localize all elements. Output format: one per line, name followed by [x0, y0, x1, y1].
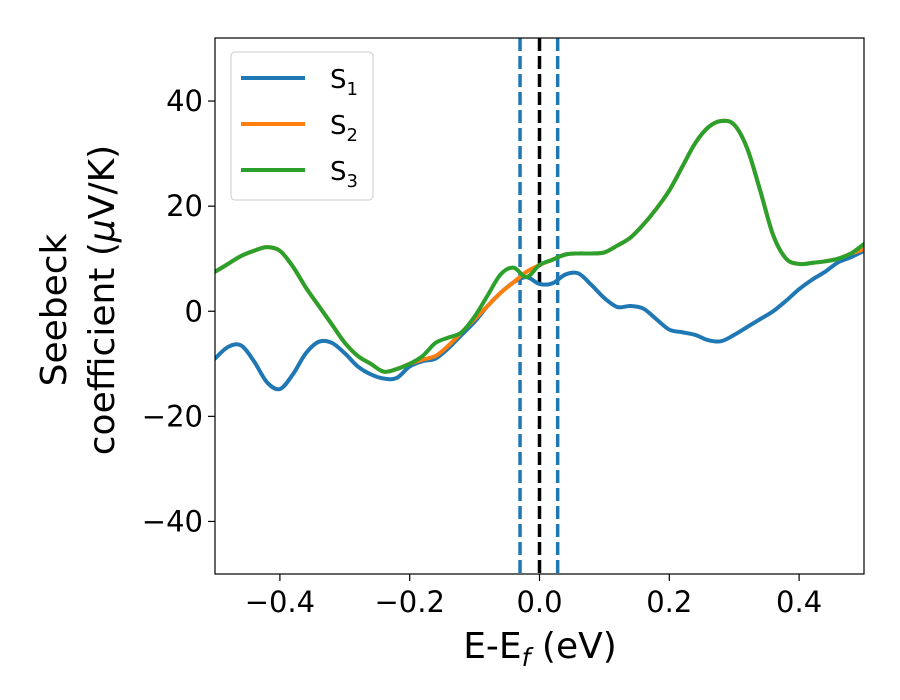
legend-label: S2	[330, 111, 358, 146]
series-lines	[215, 118, 864, 392]
y-axis-label-suffix: V/K)	[82, 145, 123, 219]
legend-label: S1	[330, 65, 358, 100]
reference-lines	[518, 38, 560, 574]
y-axis-label-prefix: coefficient (	[82, 242, 123, 455]
x-tick-label: 0.2	[646, 585, 692, 619]
legend-label-main: S	[330, 65, 347, 95]
y-axis-label-line1: Seebeck	[34, 233, 75, 386]
series-line-s3	[215, 118, 864, 374]
x-axis-ticks: −0.4 −0.2 0.0 0.2 0.4	[245, 574, 822, 619]
series-line-s1	[215, 248, 864, 392]
x-tick-label: −0.4	[245, 585, 315, 619]
x-axis-label-main: E-E	[463, 626, 521, 667]
legend-label-sub: 1	[347, 79, 358, 100]
y-axis-label-mu: μ	[82, 219, 123, 243]
y-tick-label: −40	[142, 504, 203, 538]
legend-label-sub: 3	[347, 171, 358, 192]
y-tick-label: 40	[166, 84, 203, 118]
y-tick-label: 0	[185, 294, 203, 328]
legend-label-main: S	[330, 111, 347, 141]
x-axis-label-rest: (eV)	[530, 626, 616, 667]
y-axis-label: Seebeck coefficient (μV/K)	[34, 145, 123, 455]
y-axis-ticks: −40 −20 0 20 40	[142, 84, 215, 538]
y-tick-label: −20	[142, 399, 203, 433]
x-tick-label: −0.2	[374, 585, 444, 619]
legend-label: S3	[330, 157, 358, 192]
y-tick-label: 20	[166, 189, 203, 223]
x-tick-label: 0.4	[776, 585, 822, 619]
legend-label-sub: 2	[347, 125, 358, 146]
y-axis-label-line2: coefficient (μV/K)	[82, 145, 123, 455]
x-tick-label: 0.0	[516, 585, 562, 619]
legend-label-main: S	[330, 157, 347, 187]
x-axis-label: E-Ef (eV)	[463, 626, 617, 672]
